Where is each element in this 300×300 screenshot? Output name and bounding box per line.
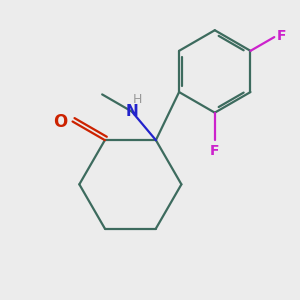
Text: F: F <box>210 144 220 158</box>
Text: O: O <box>53 112 68 130</box>
Text: H: H <box>133 93 142 106</box>
Text: N: N <box>125 104 138 119</box>
Text: F: F <box>277 29 287 43</box>
